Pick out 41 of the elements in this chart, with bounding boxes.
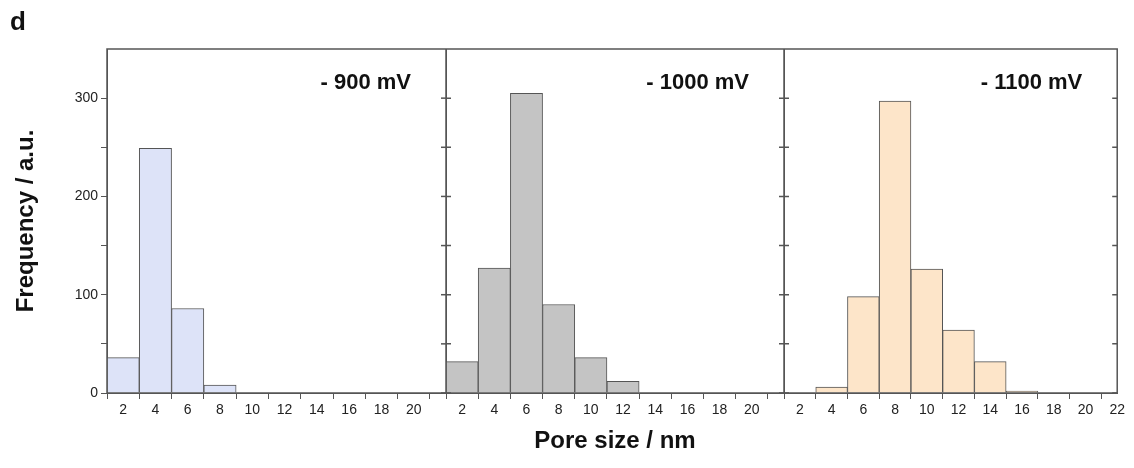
x-tick-label: 2 [119, 401, 128, 418]
text: d [10, 6, 26, 37]
x-tick-label: 8 [554, 401, 563, 418]
x-tick-label: 14 [309, 401, 325, 418]
y-tick-label: 0 [90, 383, 99, 400]
x-tick-label: 16 [1014, 401, 1031, 418]
x-tick-label: 14 [982, 401, 999, 418]
y-tick-label: 100 [74, 285, 99, 302]
x-tick-label: 10 [919, 401, 935, 418]
x-tick-label: 18 [373, 401, 390, 418]
x-axis-title: Pore size / nm [534, 426, 696, 454]
x-tick-label: 6 [522, 401, 531, 418]
y-tick-label: 300 [74, 89, 99, 105]
x-tick-label: 2 [458, 401, 467, 418]
x-tick-label: 4 [490, 401, 499, 418]
x-tick-label: 4 [827, 401, 836, 418]
text: - 1100 mV [980, 69, 1083, 95]
x-tick-label: 20 [1077, 401, 1094, 418]
x-tick-label: 6 [859, 401, 868, 418]
x-tick-label: 18 [711, 401, 728, 418]
y-tick-label: 200 [74, 187, 99, 204]
x-tick-label: 10 [244, 401, 261, 418]
x-tick-label: 16 [341, 401, 358, 418]
x-tick-label: 20 [405, 401, 422, 418]
x-tick-label: 22 [1109, 401, 1126, 418]
text: - 900 mV [320, 69, 412, 95]
y-axis-title: Frequency / a.u. [11, 129, 39, 313]
x-tick-label: 4 [151, 401, 160, 418]
x-tick-label: 8 [216, 401, 225, 418]
text: - 1000 mV [646, 69, 750, 95]
x-tick-label: 6 [183, 401, 192, 418]
x-tick-label: 16 [679, 401, 696, 418]
x-tick-label: 12 [615, 401, 632, 418]
x-tick-label: 8 [891, 401, 900, 418]
x-tick-label: 20 [744, 401, 760, 418]
x-tick-label: 12 [950, 401, 967, 418]
x-tick-label: 14 [647, 401, 664, 418]
x-tick-label: 2 [795, 401, 804, 418]
x-tick-label: 18 [1045, 401, 1062, 418]
x-tick-label: 10 [583, 401, 599, 418]
x-tick-label: 12 [276, 401, 293, 418]
